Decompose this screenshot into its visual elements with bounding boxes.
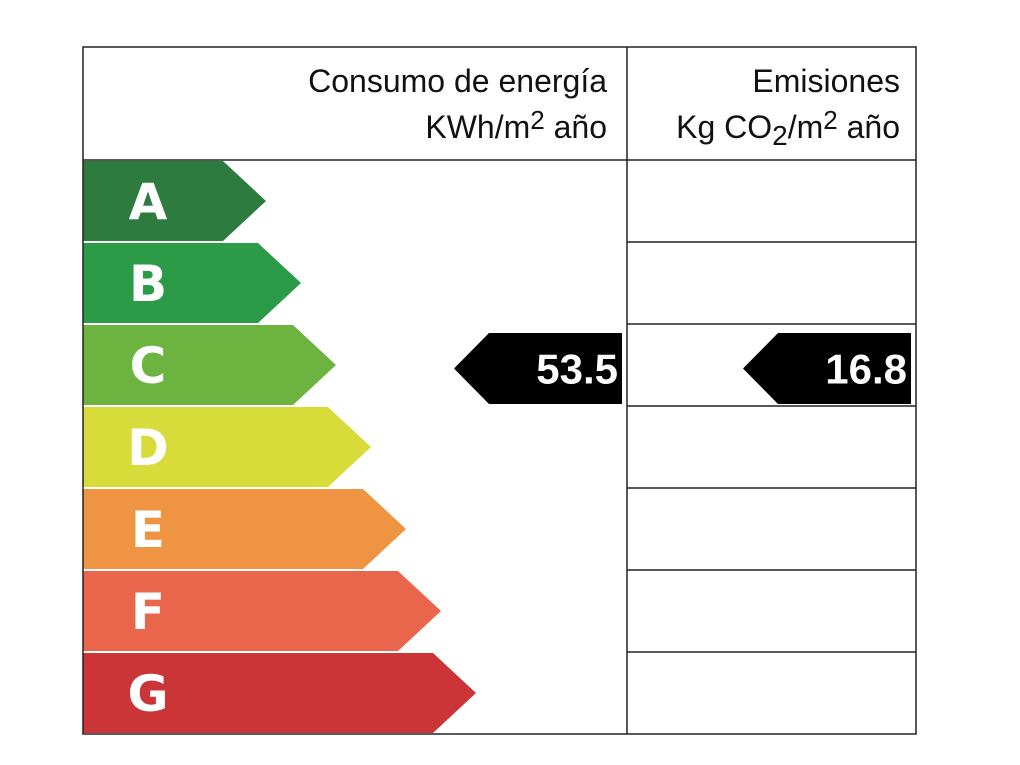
unit-part: 2 (772, 120, 788, 151)
rating-letter: C (130, 337, 167, 395)
table-border (82, 46, 917, 735)
rating-arrow (83, 161, 266, 241)
unit-part: Kg CO (676, 109, 772, 145)
rating-letter: F (131, 583, 165, 641)
rating-letter: G (127, 665, 168, 723)
rating-arrow (83, 325, 336, 405)
unit-part: año (838, 109, 900, 145)
rating-arrow (83, 571, 441, 651)
column-title: Emisiones (752, 63, 900, 99)
rating-letter: A (129, 173, 168, 231)
rating-letter: B (129, 255, 167, 313)
unit-part: año (545, 109, 607, 145)
column-unit: KWh/m2 año (425, 105, 607, 145)
rating-indicator (454, 333, 622, 404)
unit-part: 2 (530, 105, 544, 135)
rating-arrow (83, 243, 301, 323)
unit-part: /m (788, 109, 824, 145)
rating-indicator (743, 333, 911, 404)
indicator-value: 16.8 (825, 346, 907, 393)
indicator-value: 53.5 (536, 346, 618, 393)
rating-letter: E (131, 501, 165, 559)
rating-arrow (83, 653, 476, 733)
unit-part: KWh/m (425, 109, 530, 145)
rating-letter: D (127, 419, 169, 477)
column-title: Consumo de energía (308, 63, 607, 99)
rating-arrow (83, 489, 406, 569)
unit-part: 2 (823, 105, 837, 135)
column-unit: Kg CO2/m2 año (676, 105, 900, 151)
rating-arrow (83, 407, 371, 487)
